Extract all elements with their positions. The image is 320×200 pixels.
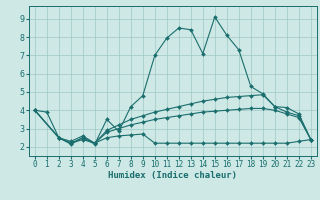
X-axis label: Humidex (Indice chaleur): Humidex (Indice chaleur) [108,171,237,180]
